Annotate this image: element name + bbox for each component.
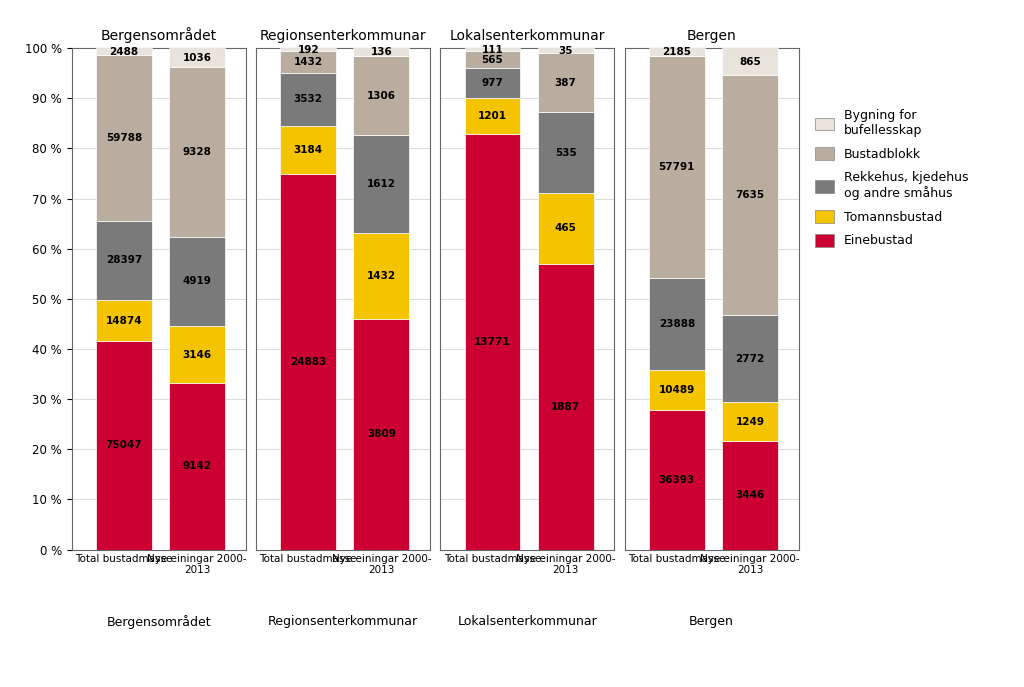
Bar [353, 48, 410, 56]
Text: 865: 865 [739, 56, 761, 67]
Bar [722, 315, 778, 402]
Bar [281, 73, 336, 126]
Text: 387: 387 [555, 78, 577, 88]
Text: 1249: 1249 [735, 417, 765, 427]
Text: 465: 465 [555, 223, 577, 234]
Bar [538, 54, 594, 112]
Text: 28397: 28397 [105, 256, 142, 265]
Bar [353, 56, 410, 135]
Bar [649, 370, 705, 410]
Bar [281, 51, 336, 73]
Text: 977: 977 [481, 78, 504, 88]
Text: 9142: 9142 [182, 462, 212, 471]
Bar [538, 193, 594, 264]
Text: 1306: 1306 [367, 91, 396, 101]
Bar [465, 52, 520, 69]
Text: 3532: 3532 [294, 94, 323, 104]
Bar [96, 48, 152, 55]
Bar [169, 326, 225, 383]
Bar [649, 48, 705, 56]
Bar [649, 410, 705, 550]
Bar [353, 135, 410, 233]
Bar [465, 98, 520, 134]
Text: 7635: 7635 [735, 190, 765, 200]
Bar [722, 48, 778, 76]
Bar [169, 236, 225, 326]
Text: 57791: 57791 [658, 162, 695, 172]
Bar [169, 67, 225, 236]
Text: 10489: 10489 [658, 385, 695, 395]
Text: 59788: 59788 [105, 133, 142, 143]
Text: 3446: 3446 [735, 491, 765, 501]
Bar [538, 264, 594, 550]
Text: 1887: 1887 [551, 402, 581, 412]
Text: 4919: 4919 [182, 276, 211, 286]
Title: Lokalsenterkommunar: Lokalsenterkommunar [450, 29, 605, 43]
Bar [538, 48, 594, 54]
Bar [169, 48, 225, 67]
Bar [96, 55, 152, 221]
Bar [281, 126, 336, 174]
Text: 535: 535 [555, 148, 577, 157]
Bar [649, 56, 705, 278]
Bar [96, 221, 152, 300]
Text: 24883: 24883 [290, 357, 327, 367]
Bar [169, 383, 225, 550]
Bar [281, 48, 336, 51]
Bar [722, 441, 778, 550]
Text: 565: 565 [481, 55, 504, 65]
Text: 75047: 75047 [105, 440, 142, 451]
Text: Lokalsenterkommunar: Lokalsenterkommunar [458, 615, 597, 628]
Text: 3184: 3184 [294, 145, 323, 155]
Bar [722, 402, 778, 441]
Title: Regionsenterkommunar: Regionsenterkommunar [260, 29, 426, 43]
Text: 3809: 3809 [367, 429, 395, 440]
Bar [96, 341, 152, 550]
Text: 1432: 1432 [294, 57, 323, 67]
Text: Bergen: Bergen [689, 615, 734, 628]
Bar [649, 278, 705, 370]
Text: 1036: 1036 [182, 52, 212, 63]
Text: Regionsenterkommunar: Regionsenterkommunar [268, 615, 418, 628]
Title: Bergen: Bergen [687, 29, 736, 43]
Text: 36393: 36393 [658, 475, 695, 485]
Title: Bergensområdet: Bergensområdet [100, 27, 217, 43]
Bar [538, 112, 594, 193]
Text: 3146: 3146 [182, 350, 212, 360]
Text: 2772: 2772 [735, 354, 765, 363]
Text: 2488: 2488 [110, 47, 138, 56]
Bar [722, 76, 778, 315]
Text: 192: 192 [297, 45, 319, 54]
Bar [465, 48, 520, 52]
Text: 1201: 1201 [478, 111, 507, 121]
Text: 111: 111 [481, 45, 504, 55]
Bar [465, 134, 520, 550]
Text: 2185: 2185 [663, 47, 691, 57]
Legend: Bygning for
bufellesskap, Bustadblokk, Rekkehus, kjedehus
og andre småhus, Toman: Bygning for bufellesskap, Bustadblokk, R… [815, 109, 969, 247]
Text: 1612: 1612 [367, 179, 396, 189]
Text: 136: 136 [371, 47, 392, 57]
Text: 35: 35 [558, 46, 572, 56]
Text: Bergensområdet: Bergensområdet [106, 615, 211, 629]
Bar [353, 319, 410, 550]
Text: 23888: 23888 [658, 319, 695, 329]
Text: 1432: 1432 [367, 271, 396, 281]
Bar [465, 69, 520, 98]
Text: 13771: 13771 [474, 337, 511, 347]
Text: 9328: 9328 [182, 147, 211, 157]
Text: 14874: 14874 [105, 315, 142, 326]
Bar [96, 300, 152, 341]
Bar [281, 174, 336, 550]
Bar [353, 233, 410, 319]
